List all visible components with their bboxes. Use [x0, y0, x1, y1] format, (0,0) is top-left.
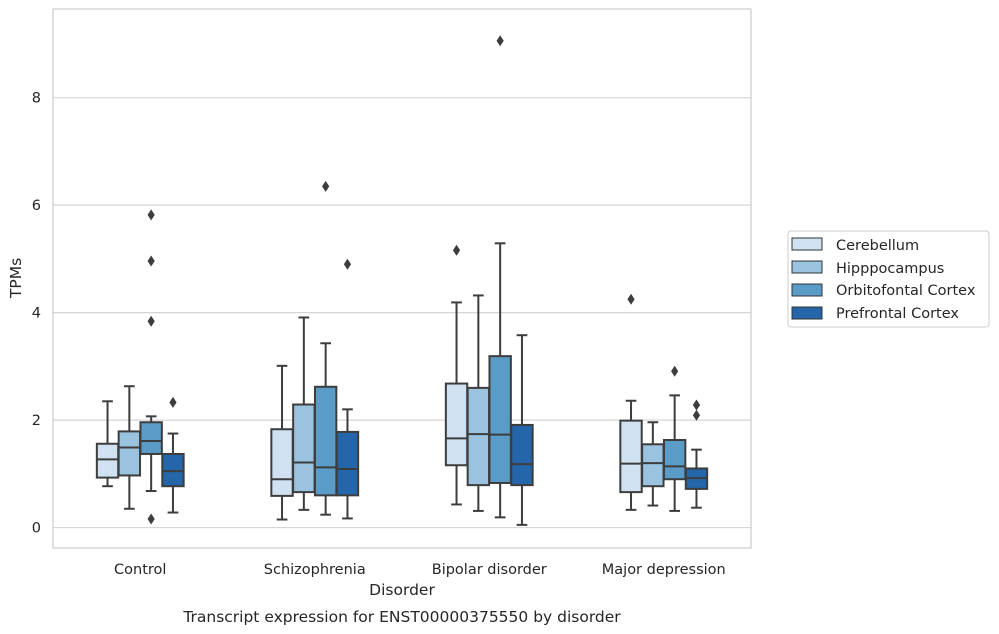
y-axis-label: TPMs: [7, 258, 25, 299]
outlier-point: [169, 396, 177, 408]
y-tick-label: 0: [32, 521, 41, 537]
box-iqr: [270, 428, 294, 497]
outlier-point: [692, 399, 701, 411]
outlier-point: [627, 293, 635, 305]
outlier-point: [147, 255, 155, 267]
outlier-point: [147, 315, 155, 327]
plot-frame: [52, 8, 752, 549]
box-2-3: [662, 365, 687, 512]
outlier-point: [671, 365, 679, 377]
legend-swatch-orbitofrontal: [791, 283, 823, 297]
box-0-2: [444, 244, 469, 506]
y-tick-label: 4: [32, 306, 41, 322]
box-iqr: [313, 385, 338, 497]
box-iqr: [444, 382, 469, 467]
y-tick-labels: 0 2 4 6 8: [32, 91, 41, 537]
box-1-1: [292, 316, 316, 511]
legend-label-prefrontal: Prefrontal Cortex: [836, 306, 959, 322]
box-0-1: [270, 364, 294, 521]
x-tick-label: Major depression: [602, 562, 726, 578]
legend-label-hippocampus: Hipppocampus: [836, 261, 944, 277]
x-tick-label: Bipolar disorder: [432, 562, 547, 578]
legend: Cerebellum Hipppocampus Orbitofontal Cor…: [787, 230, 990, 328]
box-3-3: [684, 399, 709, 509]
box-0-3: [619, 293, 643, 511]
box-2-2: [488, 35, 512, 519]
x-tick-labels: Control Schizophrenia Bipolar disorder Majo…: [114, 562, 726, 578]
outlier-point: [692, 409, 701, 421]
box-iqr: [466, 386, 491, 487]
box-3-0: [161, 396, 185, 514]
outlier-point: [343, 258, 352, 270]
chart-caption: Transcript expression for ENST0000037555…: [182, 608, 621, 626]
x-tick-label: Schizophrenia: [264, 562, 366, 578]
box-2-0: [139, 209, 163, 525]
legend-label-orbitofrontal: Orbitofontal Cortex: [836, 283, 976, 299]
box-3-2: [510, 334, 534, 526]
box-1-0: [117, 385, 142, 510]
box-iqr: [161, 452, 185, 488]
box-iqr: [510, 423, 534, 487]
box-iqr: [488, 355, 512, 484]
legend-swatch-hippocampus: [791, 260, 823, 274]
box-iqr: [117, 430, 142, 477]
x-tick-label: Control: [114, 562, 166, 578]
outlier-point: [147, 513, 155, 525]
x-axis-label: Disorder: [369, 581, 435, 599]
box-1-3: [641, 421, 665, 507]
legend-swatch-prefrontal: [791, 306, 823, 320]
box-iqr: [292, 403, 316, 494]
legend-label-cerebellum: Cerebellum: [836, 238, 919, 254]
box-2-1: [313, 180, 338, 516]
box-iqr: [139, 421, 163, 455]
box-iqr: [335, 430, 360, 497]
outlier-point: [147, 209, 155, 221]
box-series-group: [95, 35, 709, 526]
box-iqr: [662, 438, 687, 481]
y-tick-label: 2: [32, 413, 41, 429]
box-iqr: [641, 443, 665, 488]
outlier-point: [322, 180, 330, 192]
box-3-1: [335, 258, 360, 520]
box-iqr: [619, 419, 643, 494]
y-tick-label: 6: [32, 198, 41, 214]
legend-frame: [787, 230, 990, 328]
outlier-point: [452, 244, 461, 256]
box-iqr: [95, 442, 120, 479]
outlier-point: [496, 35, 504, 47]
y-tick-label: 8: [32, 91, 41, 107]
legend-swatch-cerebellum: [791, 237, 823, 251]
box-0-0: [95, 400, 120, 488]
box-1-2: [466, 294, 491, 512]
